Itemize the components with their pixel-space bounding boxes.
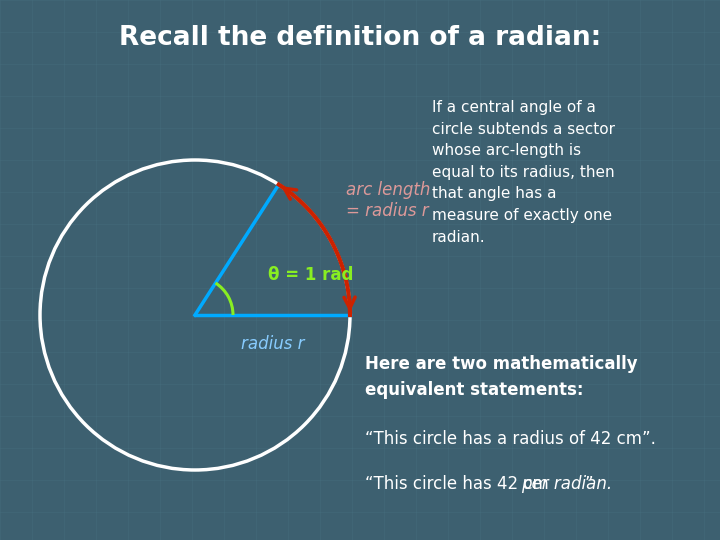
Text: If a central angle of a
circle subtends a sector
whose arc-length is
equal to it: If a central angle of a circle subtends … (432, 100, 615, 245)
Text: “This circle has 42 cm: “This circle has 42 cm (365, 475, 554, 493)
Text: Recall the definition of a radian:: Recall the definition of a radian: (119, 25, 601, 51)
Text: per radian.: per radian. (521, 475, 613, 493)
Text: Here are two mathematically
equivalent statements:: Here are two mathematically equivalent s… (365, 355, 638, 399)
Text: “This circle has a radius of 42 cm”.: “This circle has a radius of 42 cm”. (365, 430, 656, 448)
Text: θ = 1 rad: θ = 1 rad (269, 266, 354, 284)
Text: arc length
= radius r: arc length = radius r (346, 181, 431, 220)
Text: ”: ” (585, 475, 593, 493)
Text: radius r: radius r (240, 335, 305, 353)
